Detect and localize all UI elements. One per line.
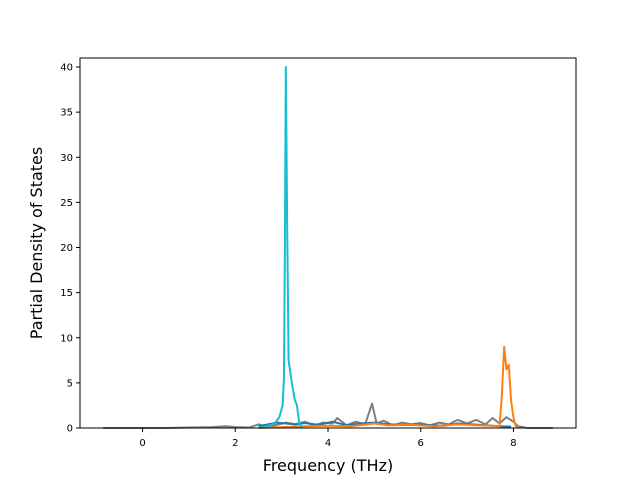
x-axis: 0 2 4 6 8 — [139, 428, 517, 449]
x-tick-label-3: 6 — [418, 438, 424, 449]
y-tick-label-6: 30 — [60, 153, 73, 164]
series-line-2 — [258, 345, 519, 429]
series-line-0 — [103, 402, 553, 429]
x-tick-label-2: 4 — [325, 438, 331, 449]
y-axis: 0 5 10 15 20 25 30 35 40 — [60, 63, 80, 435]
x-tick-label-0: 0 — [139, 438, 145, 449]
y-tick-label-2: 10 — [60, 333, 73, 344]
x-tick-label-1: 2 — [232, 438, 238, 449]
y-tick-label-0: 0 — [67, 424, 73, 435]
y-tick-label-5: 25 — [60, 198, 73, 209]
x-axis-title: Frequency (THz) — [263, 456, 393, 475]
y-tick-label-1: 5 — [67, 378, 73, 389]
y-axis-title: Partial Density of States — [27, 147, 46, 339]
y-tick-label-7: 35 — [60, 108, 73, 119]
x-tick-label-4: 8 — [510, 438, 516, 449]
series-line-3 — [258, 66, 304, 429]
y-tick-label-4: 20 — [60, 243, 73, 254]
y-tick-label-3: 15 — [60, 288, 73, 299]
y-tick-label-8: 40 — [60, 63, 73, 74]
series-layer — [103, 66, 553, 429]
plot-frame — [79, 57, 577, 429]
